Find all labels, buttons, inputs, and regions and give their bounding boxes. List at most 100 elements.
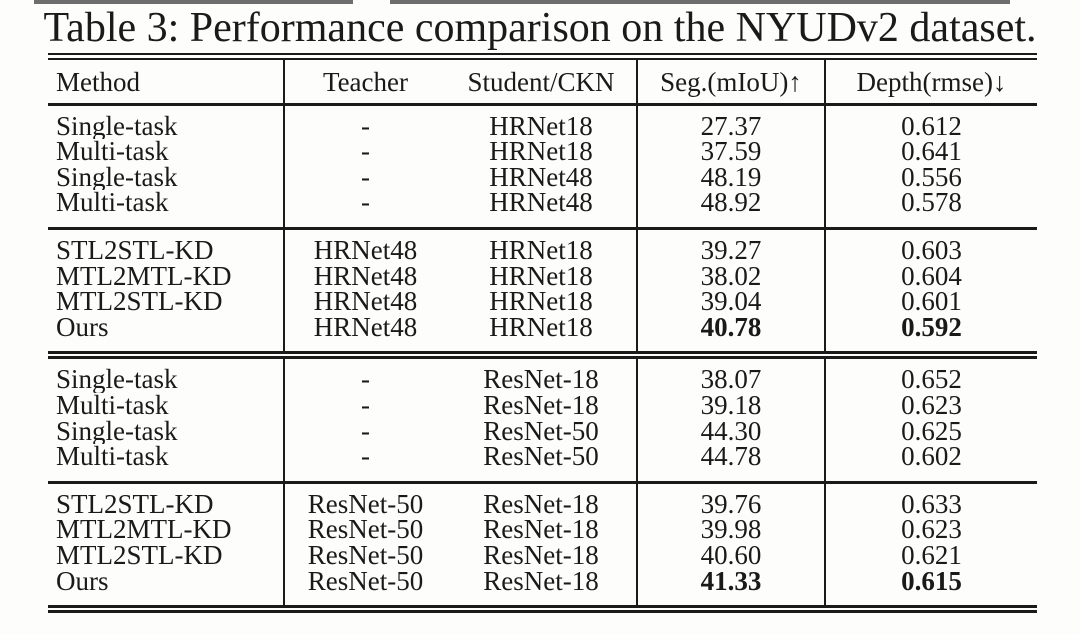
- seg-miou-cell: 44.30: [636, 418, 825, 445]
- table-row: MTL2MTL-KD ResNet-50 ResNet-18 39.98 0.6…: [48, 517, 1037, 543]
- section-hrnet-distillation: STL2STL-KD HRNet48 HRNet18 39.27 0.603 M…: [48, 228, 1037, 360]
- seg-miou-cell: 48.19: [636, 164, 825, 191]
- depth-rmse-cell: 0.641: [824, 139, 1037, 165]
- depth-rmse-cell: 0.604: [824, 263, 1037, 290]
- depth-rmse-cell: 0.592: [824, 314, 1037, 360]
- header-row: Method Teacher Student/CKN Seg.(mIoU)↑ D…: [48, 53, 1037, 106]
- student-cell: ResNet-18: [483, 488, 599, 518]
- method-cell: STL2STL-KD: [56, 488, 214, 518]
- student-cell: ResNet-50: [446, 444, 637, 484]
- seg-miou-cell: 39.27: [636, 228, 825, 264]
- teacher-cell: -: [283, 164, 446, 191]
- table-row: Multi-task - HRNet48 48.92 0.578: [48, 190, 1037, 230]
- seg-miou-cell: 39.76: [636, 482, 825, 518]
- depth-rmse-cell: 0.578: [824, 190, 1037, 230]
- teacher-cell: ResNet-50: [283, 542, 446, 569]
- table-row: STL2STL-KD HRNet48 HRNet18 39.27 0.603: [48, 228, 1037, 264]
- depth-rmse-cell: 0.623: [824, 517, 1037, 543]
- method-cell: MTL2MTL-KD: [56, 263, 232, 290]
- table-container: Method Teacher Student/CKN Seg.(mIoU)↑ D…: [48, 53, 1037, 614]
- teacher-cell: HRNet48: [283, 314, 446, 360]
- seg-miou-cell: 27.37: [636, 104, 825, 140]
- student-cell: HRNet48: [446, 190, 637, 230]
- teacher-cell: ResNet-50: [283, 568, 446, 614]
- section-resnet-distillation: STL2STL-KD ResNet-50 ResNet-18 39.76 0.6…: [48, 482, 1037, 614]
- seg-miou-cell: 39.18: [636, 392, 825, 419]
- seg-miou-cell: 44.78: [636, 444, 825, 484]
- method-cell: Multi-task: [56, 139, 169, 165]
- table-row: Multi-task - HRNet18 37.59 0.641: [48, 139, 1037, 165]
- student-cell: ResNet-18: [483, 364, 599, 393]
- top-edge-artifact: [34, 0, 353, 4]
- student-cell: HRNet18: [489, 289, 593, 315]
- seg-miou-cell: 39.98: [636, 517, 825, 543]
- top-edge-artifact: [390, 0, 1010, 4]
- teacher-cell: -: [283, 444, 446, 484]
- section-hrnet-baselines: Single-task - HRNet18 27.37 0.612 Multi-…: [48, 104, 1037, 230]
- student-cell: HRNet18: [489, 110, 593, 140]
- teacher-cell: -: [283, 139, 446, 165]
- method-cell: Single-task: [56, 110, 178, 140]
- seg-miou-cell: 38.07: [636, 355, 825, 393]
- depth-rmse-cell: 0.633: [824, 482, 1037, 518]
- header-method: Method: [48, 53, 284, 106]
- table-row: Single-task - HRNet48 48.19 0.556: [48, 164, 1037, 191]
- seg-miou-cell: 48.92: [636, 190, 825, 230]
- depth-rmse-cell: 0.602: [824, 444, 1037, 484]
- depth-rmse-cell: 0.625: [824, 418, 1037, 445]
- depth-rmse-cell: 0.621: [824, 542, 1037, 569]
- teacher-cell: -: [283, 104, 446, 140]
- student-cell: HRNet18: [489, 139, 593, 165]
- depth-rmse-cell: 0.623: [824, 392, 1037, 419]
- seg-miou-cell: 40.78: [636, 314, 825, 360]
- method-cell: Ours: [48, 314, 284, 360]
- header-depth: Depth(rmse)↓: [824, 53, 1037, 106]
- seg-miou-cell: 41.33: [636, 568, 825, 614]
- depth-rmse-cell: 0.612: [824, 104, 1037, 140]
- table-caption: Table 3: Performance comparison on the N…: [43, 5, 1037, 51]
- method-cell: Multi-task: [48, 190, 284, 230]
- table-header: Method Teacher Student/CKN Seg.(mIoU)↑ D…: [48, 53, 1037, 106]
- teacher-cell: HRNet48: [283, 228, 446, 264]
- seg-miou-cell: 40.60: [636, 542, 825, 569]
- depth-rmse-cell: 0.603: [824, 228, 1037, 264]
- method-cell: Multi-task: [48, 444, 284, 484]
- depth-rmse-cell: 0.615: [824, 568, 1037, 614]
- student-cell: ResNet-18: [483, 542, 599, 569]
- method-cell: Single-task: [56, 418, 178, 445]
- student-cell: ResNet-18: [446, 568, 637, 614]
- method-cell: STL2STL-KD: [56, 234, 214, 264]
- table-row: Single-task - HRNet18 27.37 0.612: [48, 104, 1037, 140]
- seg-miou-cell: 37.59: [636, 139, 825, 165]
- teacher-cell: ResNet-50: [283, 482, 446, 518]
- method-cell: Ours: [48, 568, 284, 614]
- student-cell: ResNet-50: [483, 418, 599, 445]
- table-row: Ours HRNet48 HRNet18 40.78 0.592: [48, 314, 1037, 360]
- student-cell: ResNet-18: [483, 517, 599, 543]
- teacher-cell: HRNet48: [283, 289, 446, 315]
- method-cell: Multi-task: [56, 392, 169, 419]
- method-cell: MTL2MTL-KD: [56, 517, 232, 543]
- table-row: Single-task - ResNet-50 44.30 0.625: [48, 418, 1037, 445]
- teacher-cell: -: [283, 418, 446, 445]
- table-row: MTL2STL-KD HRNet48 HRNet18 39.04 0.601: [48, 289, 1037, 315]
- table-row: Single-task - ResNet-18 38.07 0.652: [48, 355, 1037, 393]
- student-cell: HRNet18: [489, 263, 593, 290]
- table-row: STL2STL-KD ResNet-50 ResNet-18 39.76 0.6…: [48, 482, 1037, 518]
- teacher-cell: -: [283, 392, 446, 419]
- depth-rmse-cell: 0.601: [824, 289, 1037, 315]
- teacher-cell: ResNet-50: [283, 517, 446, 543]
- table-row: Multi-task - ResNet-50 44.78 0.602: [48, 444, 1037, 484]
- student-cell: HRNet48: [489, 164, 593, 191]
- teacher-cell: -: [283, 355, 446, 393]
- results-table: Method Teacher Student/CKN Seg.(mIoU)↑ D…: [48, 53, 1037, 614]
- method-cell: MTL2STL-KD: [56, 542, 223, 569]
- table-row: MTL2STL-KD ResNet-50 ResNet-18 40.60 0.6…: [48, 542, 1037, 569]
- seg-miou-cell: 39.04: [636, 289, 825, 315]
- seg-miou-cell: 38.02: [636, 263, 825, 290]
- table-row: MTL2MTL-KD HRNet48 HRNet18 38.02 0.604: [48, 263, 1037, 290]
- section-resnet-baselines: Single-task - ResNet-18 38.07 0.652 Mult…: [48, 355, 1037, 484]
- table-row: Multi-task - ResNet-18 39.18 0.623: [48, 392, 1037, 419]
- teacher-cell: HRNet48: [283, 263, 446, 290]
